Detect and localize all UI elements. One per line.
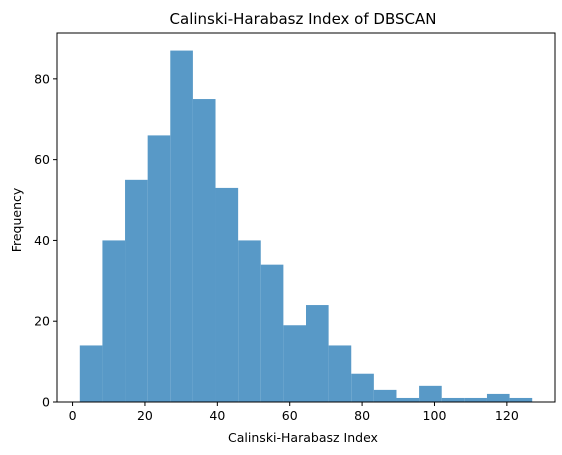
histogram-bar (373, 389, 397, 402)
histogram-bar (192, 99, 216, 402)
y-axis-label: Frequency (9, 187, 24, 252)
x-tick-label: 120 (495, 408, 519, 423)
histogram-bar (441, 397, 465, 402)
histogram-bar (419, 385, 442, 402)
x-tick-label: 20 (137, 408, 153, 423)
plot-frame (56, 32, 556, 403)
histogram-bar (328, 345, 352, 402)
histogram-bar (125, 179, 148, 402)
x-axis: 0 20 40 60 80 100 120 (69, 402, 519, 423)
histogram-bar (351, 373, 374, 402)
y-tick-label: 60 (34, 152, 50, 167)
x-tick-label: 100 (423, 408, 447, 423)
histogram-bar (283, 325, 306, 402)
histogram-bar (170, 50, 193, 402)
histogram-bar (102, 240, 126, 402)
histogram-bar (396, 397, 420, 402)
histogram-bar (260, 264, 284, 402)
histogram-bar (238, 240, 261, 402)
histogram-bar (486, 393, 510, 402)
histogram-bar (215, 187, 239, 402)
bars-group (79, 50, 533, 402)
histogram-bar (509, 397, 533, 402)
y-tick-label: 80 (34, 71, 50, 86)
x-tick-label: 40 (209, 408, 225, 423)
histogram-bar (147, 135, 171, 402)
histogram-bar (464, 397, 487, 402)
histogram-bar (79, 345, 103, 402)
x-axis-label: Calinski-Harabasz Index (228, 430, 378, 445)
y-axis: 0 20 40 60 80 (34, 71, 57, 410)
y-tick-label: 40 (34, 233, 50, 248)
histogram-bar (306, 305, 329, 402)
y-tick-label: 0 (42, 395, 50, 410)
x-tick-label: 0 (69, 408, 77, 423)
x-tick-label: 60 (282, 408, 298, 423)
x-tick-label: 80 (354, 408, 370, 423)
chart-title: Calinski-Harabasz Index of DBSCAN (170, 10, 437, 28)
y-tick-label: 20 (34, 314, 50, 329)
